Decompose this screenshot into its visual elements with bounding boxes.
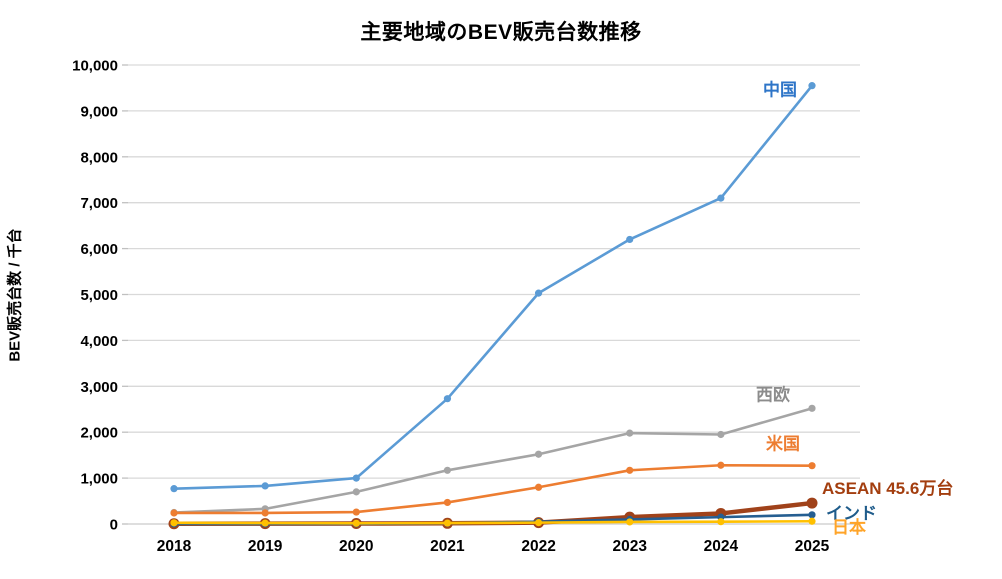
series-label-us: 米国 [766, 434, 800, 454]
y-tick-label: 4,000 [80, 333, 118, 350]
x-tick-label: 2018 [157, 538, 192, 555]
data-point-us-2022 [534, 483, 543, 491]
data-point-china-2025 [808, 82, 816, 90]
data-point-western-europe-2025 [808, 404, 816, 412]
series-line-western-europe [172, 407, 814, 514]
x-tick-label: 2020 [339, 538, 373, 555]
data-point-us-2023 [626, 466, 634, 474]
data-point-western-europe-2021 [443, 466, 452, 474]
data-point-china-2018 [170, 485, 178, 493]
data-point-us-2020 [352, 508, 360, 516]
data-point-western-europe-2020 [352, 488, 360, 496]
y-tick-label: 1,000 [80, 471, 118, 488]
series-label-asean: ASEAN 45.6万台 [822, 478, 953, 498]
series-line-china [172, 84, 814, 490]
y-tick-label: 6,000 [80, 241, 118, 258]
data-point-india-2025 [808, 511, 816, 519]
data-point-china-2022 [534, 289, 543, 297]
y-tick-label: 2,000 [80, 425, 118, 442]
y-axis-title: BEV販売台数 / 千台 [6, 228, 24, 362]
chart-title: 主要地域のBEV販売台数推移 [360, 21, 642, 44]
series-label-western-europe: 西欧 [756, 384, 790, 404]
x-tick-label: 2024 [704, 538, 739, 555]
x-tick-label: 2021 [430, 538, 465, 555]
series-label-india: インド [826, 504, 877, 523]
data-point-japan-2020 [352, 519, 360, 527]
data-point-china-2023 [626, 235, 634, 244]
y-tick-label: 5,000 [80, 287, 118, 304]
series-line-us [172, 463, 814, 515]
data-point-china-2019 [261, 482, 269, 490]
x-tick-label: 2023 [612, 538, 647, 555]
data-point-japan-2024 [717, 518, 725, 526]
data-point-us-2021 [443, 498, 452, 507]
y-tick-label: 8,000 [80, 149, 118, 166]
data-point-us-2024 [717, 461, 725, 469]
data-point-japan-2018 [170, 519, 178, 527]
data-point-china-2020 [352, 474, 360, 482]
y-tick-label: 9,000 [80, 103, 118, 120]
data-point-western-europe-2024 [717, 430, 725, 439]
data-point-japan-2023 [626, 518, 634, 526]
data-point-japan-2022 [534, 519, 543, 527]
y-tick-label: 7,000 [80, 195, 118, 212]
x-tick-label: 2019 [248, 538, 283, 555]
data-point-japan-2021 [443, 519, 452, 527]
data-point-western-europe-2022 [534, 450, 543, 458]
y-tick-label: 0 [110, 517, 118, 534]
y-tick-label: 10,000 [72, 58, 118, 75]
data-point-china-2021 [443, 395, 452, 403]
data-point-japan-2025 [808, 517, 816, 525]
x-tick-label: 2025 [795, 538, 830, 555]
data-point-china-2024 [717, 194, 725, 202]
series-label-japan: 日本 [832, 517, 866, 537]
data-point-japan-2019 [261, 519, 269, 527]
data-point-us-2018 [170, 509, 178, 517]
y-tick-label: 3,000 [80, 379, 118, 396]
series-line-japan [172, 519, 814, 525]
data-point-western-europe-2023 [626, 429, 634, 437]
data-point-asean-2025 [806, 497, 818, 509]
data-point-us-2019 [261, 509, 269, 517]
x-tick-label: 2022 [521, 538, 555, 555]
data-point-us-2025 [808, 462, 816, 470]
series-label-china: 中国 [763, 80, 797, 100]
